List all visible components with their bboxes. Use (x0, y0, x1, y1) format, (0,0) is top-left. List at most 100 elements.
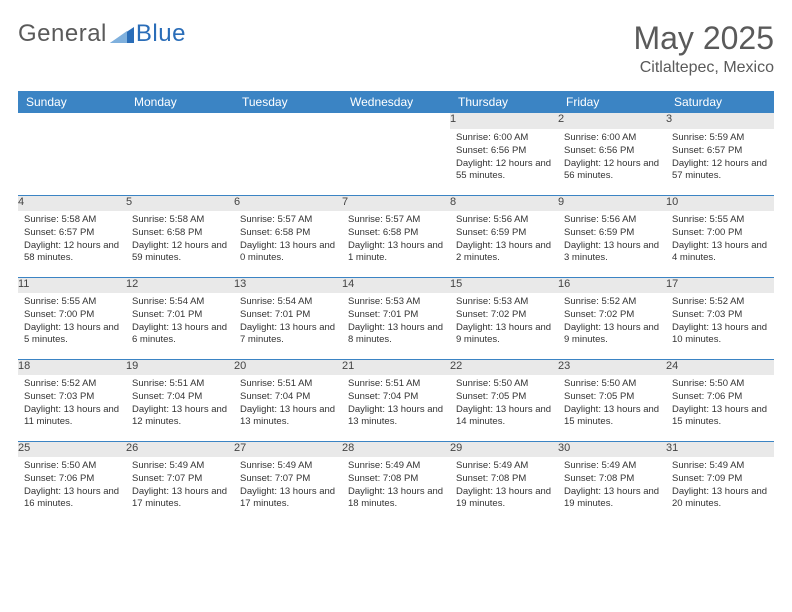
daylight-line: Daylight: 13 hours and 0 minutes. (240, 240, 336, 266)
day-info-cell: Sunrise: 5:56 AMSunset: 6:59 PMDaylight:… (558, 211, 666, 277)
day-number-cell: 30 (558, 441, 666, 457)
day-number-cell: 6 (234, 195, 342, 211)
day-number-cell (126, 113, 234, 129)
daylight-line: Daylight: 12 hours and 58 minutes. (24, 240, 120, 266)
day-info-cell (18, 129, 126, 195)
sunrise-line: Sunrise: 5:49 AM (564, 460, 660, 473)
page-header: General Blue May 2025 Citlaltepec, Mexic… (18, 20, 774, 77)
sunrise-line: Sunrise: 5:50 AM (564, 378, 660, 391)
day-info-cell: Sunrise: 5:49 AMSunset: 7:08 PMDaylight:… (342, 457, 450, 523)
day-info-cell: Sunrise: 5:58 AMSunset: 6:57 PMDaylight:… (18, 211, 126, 277)
location-label: Citlaltepec, Mexico (633, 59, 774, 77)
day-number-cell: 2 (558, 113, 666, 129)
day-number-cell: 1 (450, 113, 558, 129)
sunset-line: Sunset: 7:01 PM (348, 309, 444, 322)
day-info-cell: Sunrise: 5:50 AMSunset: 7:06 PMDaylight:… (18, 457, 126, 523)
daylight-line: Daylight: 13 hours and 18 minutes. (348, 486, 444, 512)
month-title: May 2025 (633, 20, 774, 57)
sunset-line: Sunset: 7:08 PM (564, 473, 660, 486)
calendar-table: SundayMondayTuesdayWednesdayThursdayFrid… (18, 91, 774, 523)
day-number-cell: 22 (450, 359, 558, 375)
daylight-line: Daylight: 13 hours and 4 minutes. (672, 240, 768, 266)
day-info-cell: Sunrise: 5:52 AMSunset: 7:02 PMDaylight:… (558, 293, 666, 359)
day-header: Thursday (450, 91, 558, 113)
daylight-line: Daylight: 13 hours and 6 minutes. (132, 322, 228, 348)
sunrise-line: Sunrise: 5:49 AM (348, 460, 444, 473)
daylight-line: Daylight: 12 hours and 56 minutes. (564, 158, 660, 184)
sunrise-line: Sunrise: 5:49 AM (132, 460, 228, 473)
day-number-cell: 26 (126, 441, 234, 457)
daylight-line: Daylight: 13 hours and 5 minutes. (24, 322, 120, 348)
day-number-cell: 17 (666, 277, 774, 293)
daylight-line: Daylight: 13 hours and 9 minutes. (456, 322, 552, 348)
day-info-cell: Sunrise: 5:59 AMSunset: 6:57 PMDaylight:… (666, 129, 774, 195)
sunset-line: Sunset: 7:04 PM (240, 391, 336, 404)
sunrise-line: Sunrise: 5:55 AM (24, 296, 120, 309)
day-number-cell (18, 113, 126, 129)
daylight-line: Daylight: 13 hours and 19 minutes. (456, 486, 552, 512)
day-info-cell: Sunrise: 5:53 AMSunset: 7:01 PMDaylight:… (342, 293, 450, 359)
day-info-cell: Sunrise: 5:51 AMSunset: 7:04 PMDaylight:… (126, 375, 234, 441)
sunset-line: Sunset: 7:02 PM (456, 309, 552, 322)
day-number-cell: 23 (558, 359, 666, 375)
sunrise-line: Sunrise: 5:52 AM (24, 378, 120, 391)
day-info-cell: Sunrise: 6:00 AMSunset: 6:56 PMDaylight:… (558, 129, 666, 195)
day-info-cell: Sunrise: 5:57 AMSunset: 6:58 PMDaylight:… (234, 211, 342, 277)
sunset-line: Sunset: 7:05 PM (564, 391, 660, 404)
sunset-line: Sunset: 6:58 PM (132, 227, 228, 240)
day-number-cell: 3 (666, 113, 774, 129)
day-number-cell: 5 (126, 195, 234, 211)
sunset-line: Sunset: 7:01 PM (132, 309, 228, 322)
sunrise-line: Sunrise: 6:00 AM (456, 132, 552, 145)
day-info-cell: Sunrise: 5:49 AMSunset: 7:08 PMDaylight:… (450, 457, 558, 523)
day-info-cell: Sunrise: 5:50 AMSunset: 7:05 PMDaylight:… (558, 375, 666, 441)
sunrise-line: Sunrise: 5:49 AM (672, 460, 768, 473)
brand-triangle-icon (110, 25, 134, 43)
day-number-cell: 21 (342, 359, 450, 375)
day-number-cell: 4 (18, 195, 126, 211)
sunrise-line: Sunrise: 5:51 AM (132, 378, 228, 391)
daylight-line: Daylight: 13 hours and 14 minutes. (456, 404, 552, 430)
day-number-cell: 9 (558, 195, 666, 211)
sunset-line: Sunset: 7:01 PM (240, 309, 336, 322)
sunrise-line: Sunrise: 5:51 AM (240, 378, 336, 391)
week-daynum-row: 18192021222324 (18, 359, 774, 375)
day-number-cell (234, 113, 342, 129)
day-info-cell: Sunrise: 5:51 AMSunset: 7:04 PMDaylight:… (234, 375, 342, 441)
day-number-cell: 19 (126, 359, 234, 375)
day-info-cell: Sunrise: 5:57 AMSunset: 6:58 PMDaylight:… (342, 211, 450, 277)
week-info-row: Sunrise: 6:00 AMSunset: 6:56 PMDaylight:… (18, 129, 774, 195)
sunset-line: Sunset: 7:06 PM (24, 473, 120, 486)
day-header: Friday (558, 91, 666, 113)
day-header: Monday (126, 91, 234, 113)
daylight-line: Daylight: 13 hours and 8 minutes. (348, 322, 444, 348)
daylight-line: Daylight: 13 hours and 17 minutes. (240, 486, 336, 512)
daylight-line: Daylight: 13 hours and 15 minutes. (672, 404, 768, 430)
sunset-line: Sunset: 6:58 PM (348, 227, 444, 240)
day-info-cell: Sunrise: 5:51 AMSunset: 7:04 PMDaylight:… (342, 375, 450, 441)
sunrise-line: Sunrise: 5:54 AM (132, 296, 228, 309)
day-number-cell: 10 (666, 195, 774, 211)
day-number-cell: 27 (234, 441, 342, 457)
sunset-line: Sunset: 7:03 PM (24, 391, 120, 404)
sunrise-line: Sunrise: 5:54 AM (240, 296, 336, 309)
day-info-cell: Sunrise: 5:49 AMSunset: 7:07 PMDaylight:… (126, 457, 234, 523)
sunset-line: Sunset: 7:02 PM (564, 309, 660, 322)
week-info-row: Sunrise: 5:50 AMSunset: 7:06 PMDaylight:… (18, 457, 774, 523)
daylight-line: Daylight: 13 hours and 11 minutes. (24, 404, 120, 430)
sunrise-line: Sunrise: 5:57 AM (348, 214, 444, 227)
daylight-line: Daylight: 12 hours and 59 minutes. (132, 240, 228, 266)
day-info-cell: Sunrise: 5:52 AMSunset: 7:03 PMDaylight:… (666, 293, 774, 359)
daylight-line: Daylight: 13 hours and 12 minutes. (132, 404, 228, 430)
daylight-line: Daylight: 12 hours and 55 minutes. (456, 158, 552, 184)
day-info-cell: Sunrise: 5:53 AMSunset: 7:02 PMDaylight:… (450, 293, 558, 359)
sunset-line: Sunset: 7:00 PM (672, 227, 768, 240)
daylight-line: Daylight: 13 hours and 15 minutes. (564, 404, 660, 430)
day-header: Tuesday (234, 91, 342, 113)
day-number-cell: 8 (450, 195, 558, 211)
day-info-cell: Sunrise: 5:56 AMSunset: 6:59 PMDaylight:… (450, 211, 558, 277)
sunrise-line: Sunrise: 5:50 AM (456, 378, 552, 391)
sunrise-line: Sunrise: 5:56 AM (456, 214, 552, 227)
daylight-line: Daylight: 13 hours and 16 minutes. (24, 486, 120, 512)
day-number-cell: 24 (666, 359, 774, 375)
